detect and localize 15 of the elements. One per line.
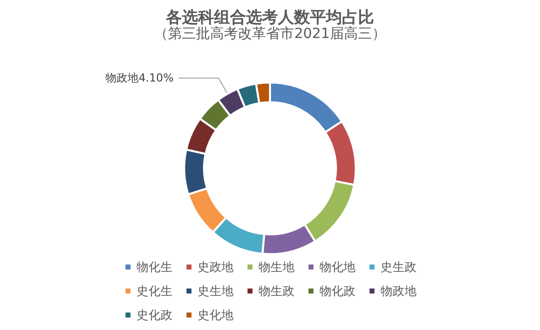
legend-label: 物生地 [258,260,294,274]
chart-subtitle: （第三批高考改革省市2021届高三） [154,26,386,42]
legend-label: 史政地 [198,260,234,274]
legend-label: 物化生 [136,260,172,274]
category-label: 物政地4.10% [106,72,174,85]
legend-label: 物化地 [320,260,356,274]
legend-label: 史生政 [380,260,416,274]
legend-label: 物化政 [320,284,356,298]
legend-label: 史化地 [198,308,234,322]
legend-label: 物生政 [258,284,294,298]
legend-label: 史生地 [198,284,234,298]
legend-label: 史化生 [136,284,172,298]
chart-title: 各选科组合选考人数平均占比 [165,8,374,26]
legend-label: 史化政 [136,308,172,322]
legend-label: 物政地 [380,284,416,298]
